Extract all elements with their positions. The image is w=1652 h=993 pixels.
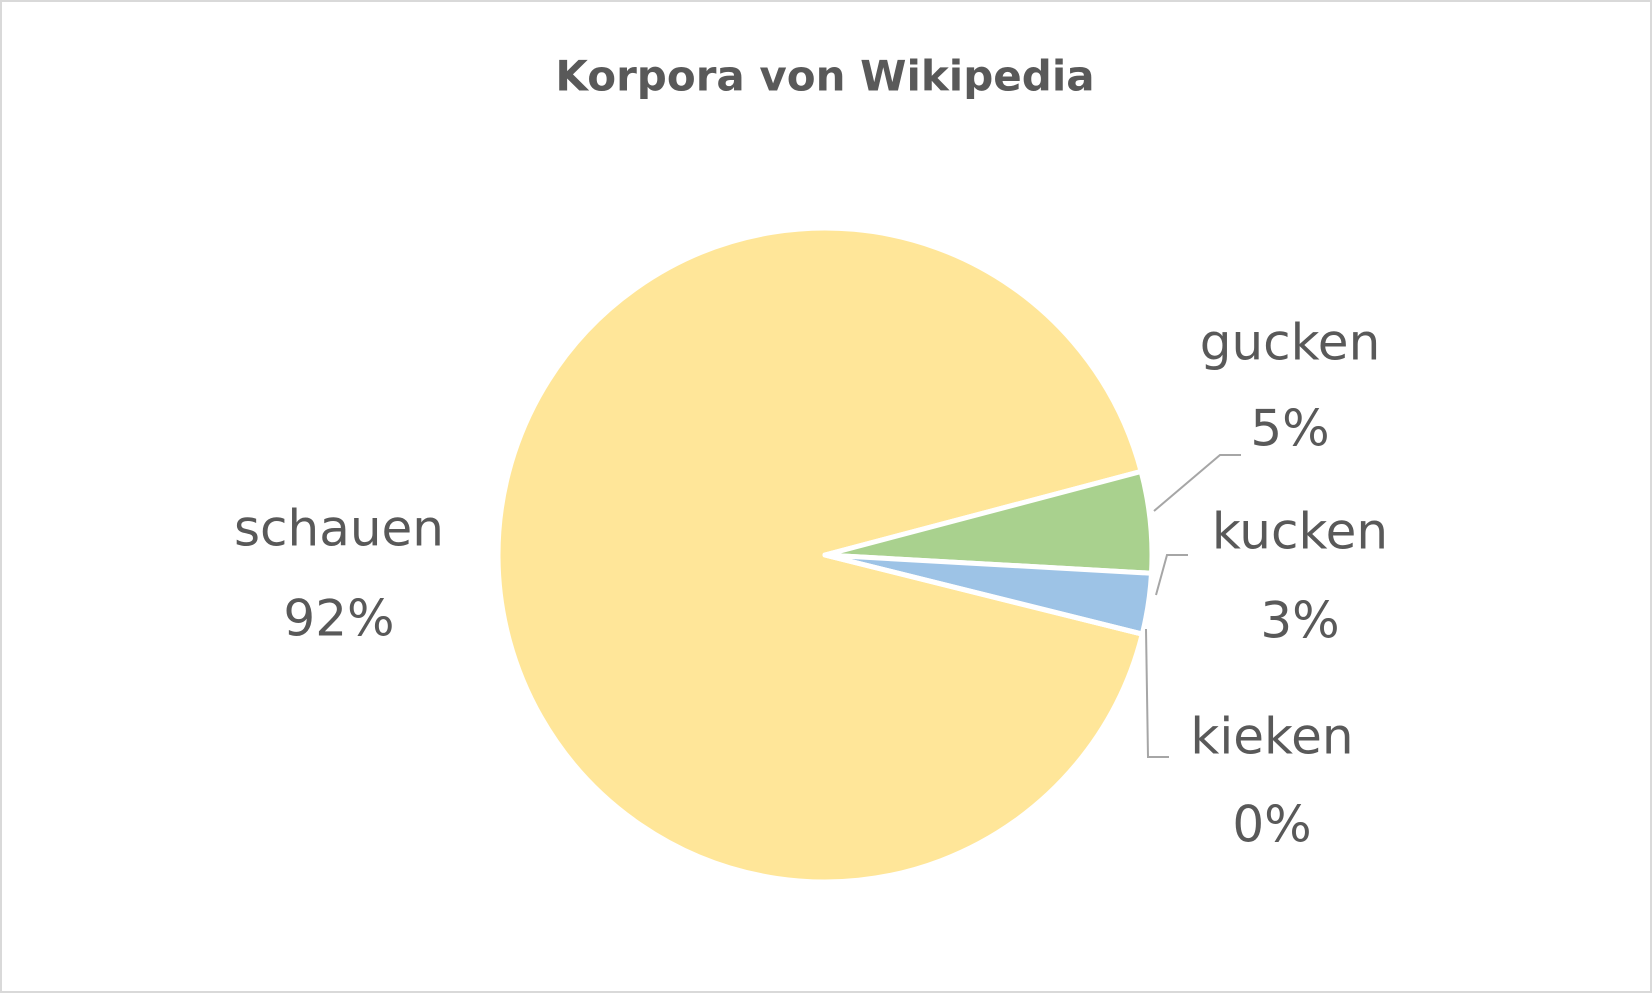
data-label-name: schauen [234, 500, 444, 558]
pie [495, 225, 1155, 885]
data-label-value: 0% [1232, 796, 1311, 854]
data-label-value: 3% [1260, 592, 1339, 650]
data-label-name: gucken [1200, 314, 1381, 372]
pie-slice [822, 552, 1145, 637]
chart-title: Korpora von Wikipedia [555, 52, 1094, 101]
data-label-value: 92% [283, 590, 394, 648]
leader-line [1145, 628, 1169, 758]
leader-line [1155, 554, 1188, 596]
pie-slice [495, 225, 1145, 885]
leader-line [1153, 454, 1241, 512]
data-label-name: kucken [1212, 503, 1388, 561]
data-label-value: 5% [1250, 400, 1329, 458]
data-label-name: kieken [1190, 708, 1353, 766]
